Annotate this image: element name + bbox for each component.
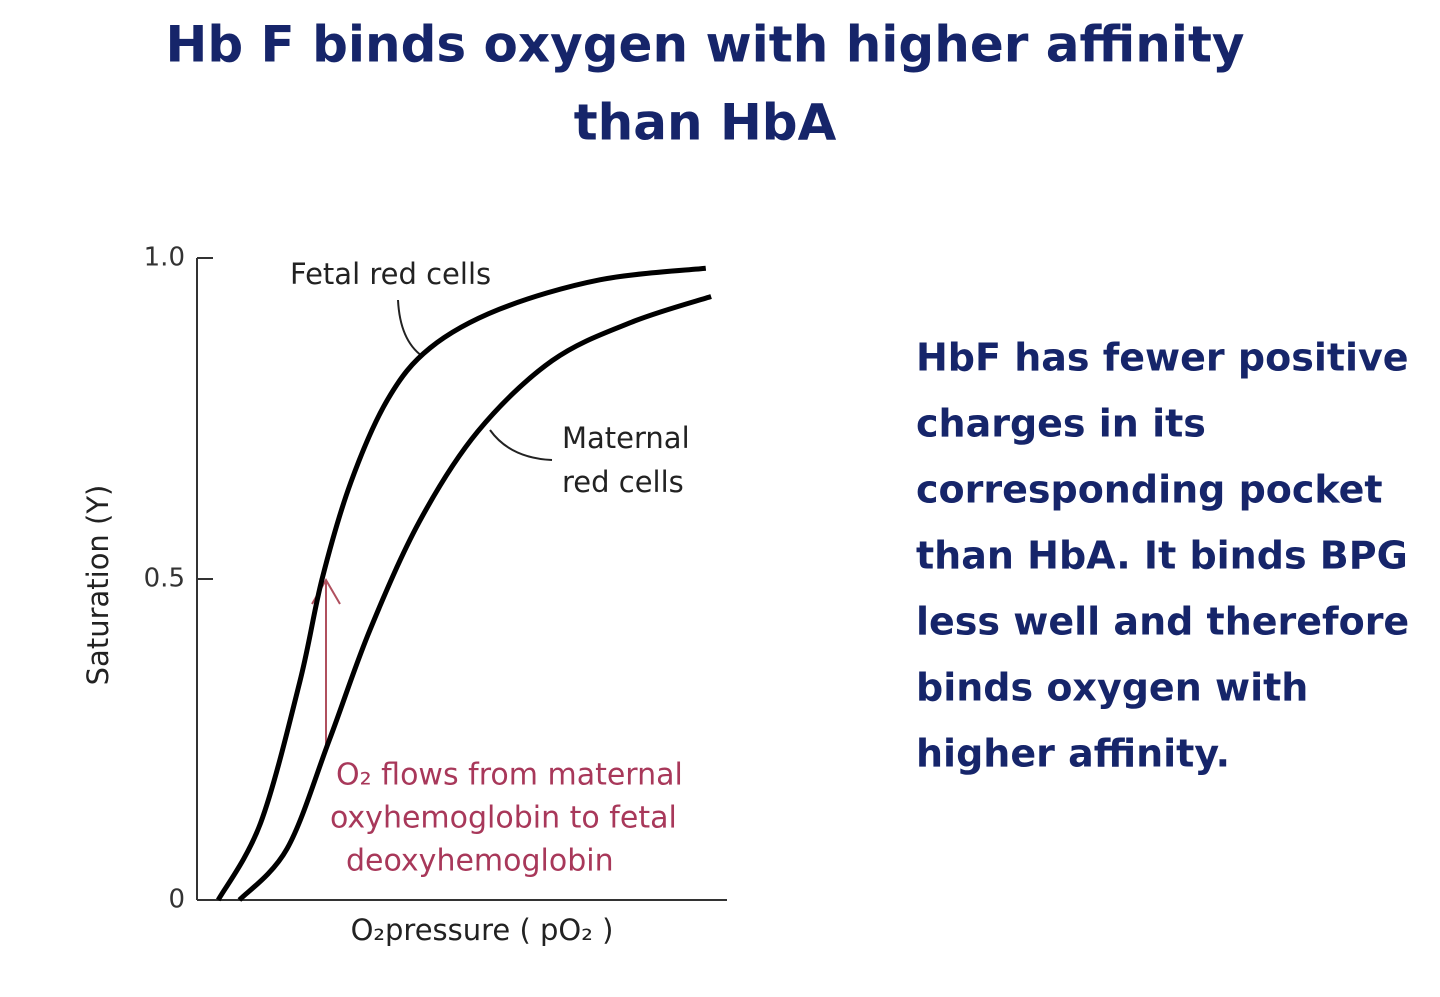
title: Hb F binds oxygen with higher affinity [165,16,1244,74]
legend-label: Fetal red cells [290,257,491,291]
annotation: oxyhemoglobin to fetal [330,801,677,836]
pointer [397,299,423,357]
body-line: higher affinity. [916,732,1230,776]
body-line: corresponding pocket [916,468,1383,512]
title: than HbA [574,94,837,152]
body-line: less well and therefore [916,600,1409,644]
legend-label: red cells [562,465,684,499]
y-axis-label: Saturation (Y) [81,485,115,686]
x-axis-label: O₂pressure ( pO₂ ) [351,913,614,947]
body-line: HbF has fewer positive [916,336,1409,380]
annotation: O₂ flows from maternal [336,758,683,793]
annotation: deoxyhemoglobin [346,844,614,879]
body-line: charges in its [916,402,1206,446]
y-tick-label: 1.0 [144,243,185,273]
body-line: than HbA. It binds BPG [916,534,1408,578]
pointer [489,429,553,461]
curve [216,265,707,902]
y-tick-label: 0.5 [144,564,185,594]
body-text: HbF has fewer positive charges in its corr… [916,336,1409,776]
body-line: binds oxygen with [916,666,1308,710]
curve [237,294,712,902]
legend-label: Maternal [562,421,690,455]
y-tick-label: 0 [168,885,185,915]
